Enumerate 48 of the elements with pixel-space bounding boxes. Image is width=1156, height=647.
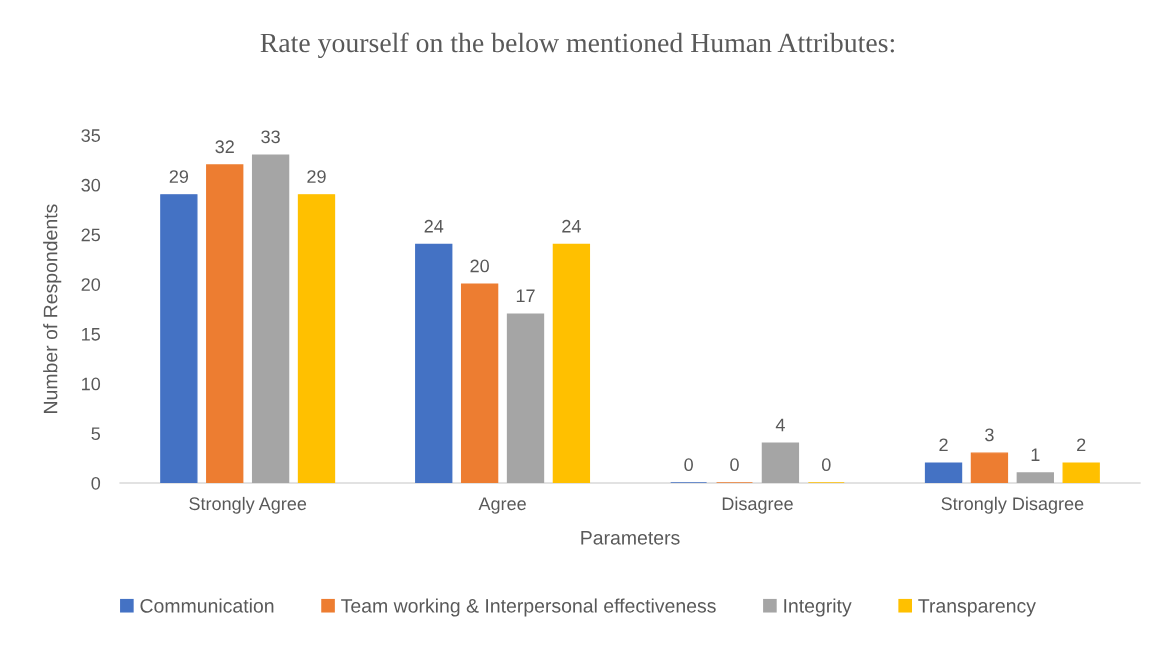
data-label: 29 bbox=[169, 170, 189, 183]
x-axis-title: Parameters bbox=[581, 531, 680, 545]
chart-title: Rate yourself on the below mentioned Human Attributes: bbox=[260, 32, 894, 59]
x-tick-label: Disagree bbox=[722, 496, 793, 514]
y-tick-label: 5 bbox=[91, 427, 101, 441]
y-tick-label: 10 bbox=[82, 377, 101, 391]
legend-label: Integrity bbox=[784, 598, 852, 617]
data-label: 0 bbox=[821, 458, 831, 472]
data-label: 29 bbox=[307, 170, 326, 183]
legend-label: Communication bbox=[140, 598, 274, 613]
bar bbox=[415, 243, 453, 483]
bar bbox=[297, 194, 336, 483]
y-axis-title: Number of Respondents bbox=[43, 204, 62, 413]
bar bbox=[924, 462, 963, 483]
x-tick-label: Strongly Disagree bbox=[941, 496, 1084, 514]
legend-label: Team working & Interpersonal effectiveness bbox=[341, 598, 716, 617]
bar bbox=[506, 313, 545, 483]
data-label: 17 bbox=[516, 289, 535, 302]
data-label: 3 bbox=[985, 428, 994, 442]
y-tick-label: 25 bbox=[81, 228, 101, 242]
data-label: 24 bbox=[562, 219, 581, 233]
bar bbox=[460, 283, 499, 483]
legend-label: Transparency bbox=[918, 599, 1036, 617]
x-tick-label: Agree bbox=[478, 497, 526, 514]
data-label: 24 bbox=[424, 219, 444, 233]
data-label: 1 bbox=[1031, 448, 1040, 461]
bar bbox=[206, 164, 244, 483]
data-label: 2 bbox=[939, 438, 948, 452]
bar bbox=[1016, 472, 1054, 483]
data-label: 0 bbox=[684, 458, 693, 472]
x-tick-label: Strongly Agree bbox=[189, 496, 307, 514]
bar bbox=[552, 243, 591, 483]
y-tick-label: 30 bbox=[81, 178, 101, 192]
y-tick-label: 15 bbox=[82, 328, 101, 341]
bar bbox=[251, 154, 290, 483]
y-tick-label: 0 bbox=[91, 476, 101, 490]
data-label: 2 bbox=[1077, 438, 1086, 452]
y-tick-label: 35 bbox=[81, 129, 101, 142]
bar bbox=[761, 442, 800, 483]
data-label: 4 bbox=[775, 418, 785, 432]
y-tick-label: 20 bbox=[81, 278, 101, 291]
data-label: 0 bbox=[730, 458, 739, 472]
bar bbox=[970, 452, 1009, 483]
data-label: 32 bbox=[215, 140, 234, 154]
bar bbox=[1062, 462, 1100, 483]
bar bbox=[160, 194, 198, 483]
data-label: 20 bbox=[470, 259, 489, 273]
data-label: 33 bbox=[261, 130, 280, 144]
